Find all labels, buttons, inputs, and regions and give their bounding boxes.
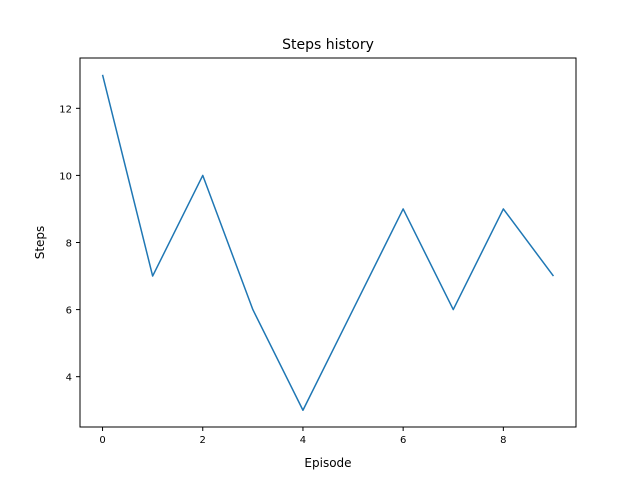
y-tick-label: 10 <box>59 171 72 182</box>
y-axis-label: Steps <box>33 226 47 260</box>
plot-area-frame <box>79 57 577 428</box>
x-axis-label: Episode <box>304 456 351 470</box>
y-tick-label: 8 <box>66 239 72 250</box>
x-tick-label: 0 <box>99 435 105 446</box>
y-tick-label: 4 <box>66 373 72 384</box>
axis-ticks: 0 2 4 6 8 4 6 8 10 12 <box>59 104 506 446</box>
x-tick-label: 8 <box>500 435 506 446</box>
y-tick-label: 6 <box>66 306 72 317</box>
x-tick-label: 4 <box>300 435 306 446</box>
y-tick-label: 12 <box>59 104 72 115</box>
x-tick-label: 2 <box>200 435 206 446</box>
x-tick-label: 6 <box>400 435 406 446</box>
series-line <box>101 74 555 411</box>
chart-title: Steps history <box>282 37 374 53</box>
series-layer <box>101 74 555 411</box>
